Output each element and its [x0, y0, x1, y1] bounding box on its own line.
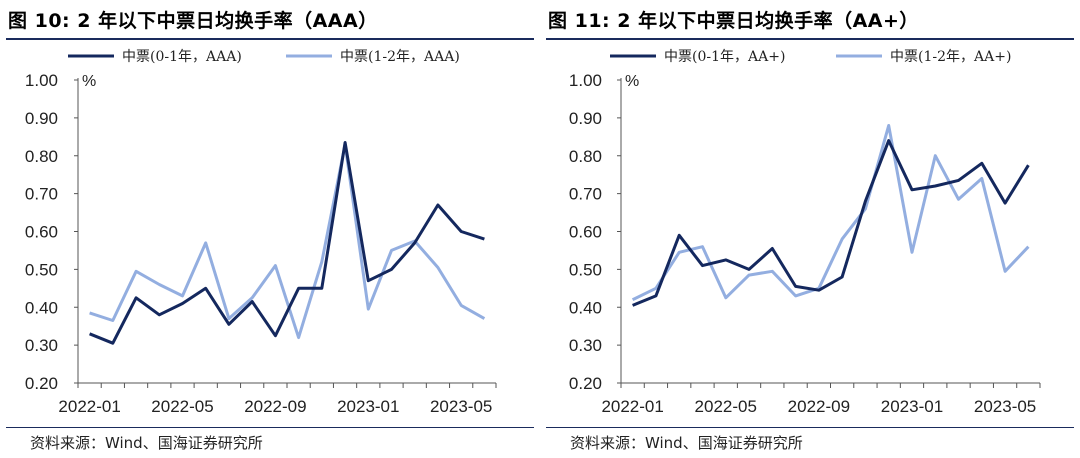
y-tick-label: 0.70	[569, 185, 602, 204]
y-tick-label: 0.50	[25, 260, 58, 279]
y-tick-label: 0.40	[569, 298, 602, 317]
x-tick-label: 2023-01	[337, 397, 399, 416]
source-rule	[6, 427, 534, 428]
y-tick-label: 0.80	[25, 147, 58, 166]
chart-title: 图 11: 2 年以下中票日均换手率（AA+）	[548, 10, 919, 32]
legend-label-1: 中票(0-1年，AAA)	[122, 49, 242, 65]
y-tick-label: 0.30	[25, 336, 58, 355]
x-tick-label: 2022-01	[58, 397, 120, 416]
chart-source: 资料来源：Wind、国海证券研究所	[570, 434, 803, 452]
title-rule	[6, 38, 534, 40]
y-tick-label: 0.40	[25, 298, 58, 317]
chart-title: 图 10: 2 年以下中票日均换手率（AAA）	[8, 10, 378, 32]
y-tick-label: 0.60	[25, 223, 58, 242]
x-tick-label: 2022-01	[601, 397, 663, 416]
x-tick-label: 2023-05	[430, 397, 492, 416]
y-tick-label: 0.90	[569, 109, 602, 128]
legend-label-1: 中票(0-1年，AA+)	[664, 49, 785, 65]
legend-label-2: 中票(1-2年，AA+)	[890, 49, 1011, 65]
y-tick-label: 0.90	[25, 109, 58, 128]
source-rule	[546, 427, 1074, 428]
title-rule	[546, 38, 1074, 40]
x-tick-label: 2022-05	[695, 397, 757, 416]
unit-label: %	[625, 73, 639, 90]
x-tick-label: 2022-05	[151, 397, 213, 416]
y-tick-label: 0.80	[569, 147, 602, 166]
y-tick-label: 0.70	[25, 185, 58, 204]
x-tick-label: 2023-05	[974, 397, 1036, 416]
y-tick-label: 0.50	[569, 260, 602, 279]
series-line-2	[631, 124, 1030, 302]
y-tick-label: 0.30	[569, 336, 602, 355]
series-line-1	[632, 139, 1030, 307]
y-tick-label: 0.20	[569, 374, 602, 393]
series-line-2	[89, 142, 486, 340]
chart-panel-aaa: 图 10: 2 年以下中票日均换手率（AAA） 0.20 0.30 0.40 0.50…	[6, 10, 534, 452]
line-chart-aa-plus: 0.20 0.30 0.40 0.50 0.60 0.70 0.80 0.90 1.00 % 202…	[569, 49, 1041, 416]
legend-label-2: 中票(1-2年，AAA)	[340, 49, 460, 65]
series-line-1	[89, 141, 485, 345]
chart-panel-aa-plus: 图 11: 2 年以下中票日均换手率（AA+） 0.20 0.30 0.40 0.50…	[540, 0, 1080, 458]
y-tick-label: 0.20	[25, 374, 58, 393]
x-tick-label: 2022-09	[244, 397, 306, 416]
x-tick-label: 2022-09	[788, 397, 850, 416]
y-tick-label: 1.00	[569, 71, 602, 90]
x-tick-label: 2023-01	[881, 397, 943, 416]
unit-label: %	[82, 73, 96, 90]
y-tick-label: 0.60	[569, 223, 602, 242]
y-tick-label: 1.00	[25, 71, 58, 90]
chart-source: 资料来源：Wind、国海证券研究所	[30, 434, 263, 452]
line-chart-aaa: 0.20 0.30 0.40 0.50 0.60 0.70 0.80 0.90 1.00 % 202…	[25, 49, 497, 416]
